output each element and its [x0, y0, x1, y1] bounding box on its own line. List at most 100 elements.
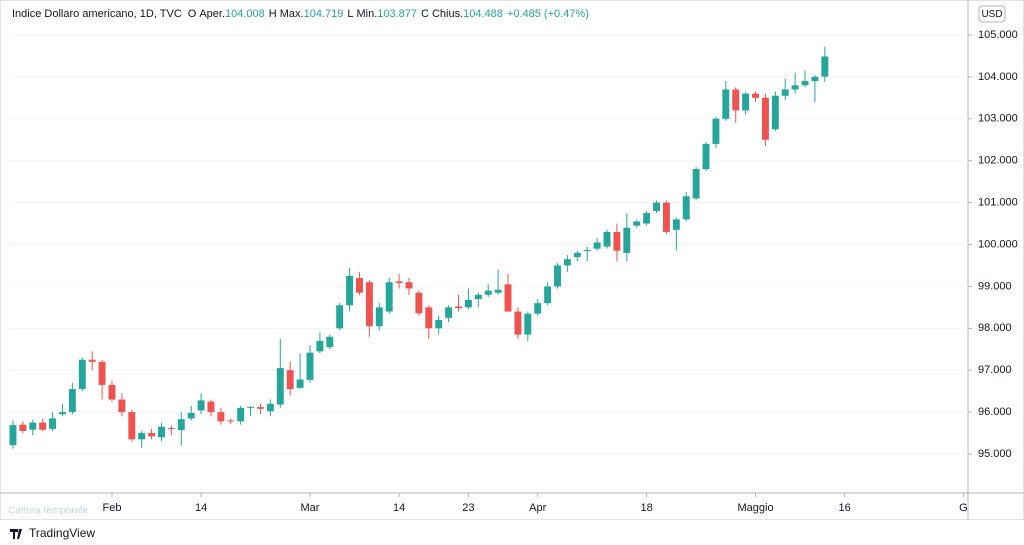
y-tick-label: 105.000 [978, 29, 1018, 41]
candle-body [672, 219, 680, 230]
candle-body [742, 93, 750, 111]
x-tick-label: 14 [195, 502, 207, 514]
y-tick-label: 97.000 [978, 364, 1012, 376]
candle-body [593, 242, 601, 249]
legend-label: Aper. [199, 8, 225, 20]
legend-label: Chius. [432, 8, 463, 20]
legend: Indice Dollaro americano, 1D, TVC O Aper. 1… [12, 8, 589, 20]
legend-label: Max. [280, 8, 304, 20]
y-tick-label: 95.000 [978, 448, 1012, 460]
legend-key: L [347, 8, 353, 20]
candle-body [524, 313, 532, 335]
candle-body [573, 252, 581, 258]
watermark: Cattura temporale [8, 506, 88, 517]
candle-body [801, 81, 809, 86]
x-tick-label: Maggio [737, 502, 773, 514]
candle-body [682, 196, 690, 220]
legend-change: +0.485 (+0.47%) [507, 8, 589, 20]
candle-body [722, 89, 730, 119]
candle-body [435, 319, 443, 329]
candle-body [247, 407, 255, 409]
candle-body [257, 407, 264, 409]
y-tick-label: 102.000 [978, 155, 1018, 167]
candle-body [108, 384, 116, 400]
candle-body [197, 400, 205, 411]
candle-body [98, 361, 106, 385]
candle-body [702, 143, 710, 170]
x-tick-label: 14 [393, 502, 405, 514]
x-tick-label: 18 [640, 502, 652, 514]
candle-body [732, 89, 740, 111]
candle-body [286, 370, 294, 390]
candle-body [59, 412, 66, 415]
candle-body [326, 336, 334, 348]
x-tick-label: Apr [529, 502, 546, 514]
y-tick-label: 100.000 [978, 238, 1018, 250]
candle-body [138, 433, 146, 440]
candle-body [39, 422, 47, 430]
x-tick-label: Mar [301, 502, 320, 514]
legend-key: C [421, 8, 429, 20]
candle-body [385, 282, 393, 312]
y-tick-label: 96.000 [978, 406, 1012, 418]
candle-body [29, 422, 37, 430]
y-tick-label: 98.000 [978, 322, 1012, 334]
candle-body [712, 118, 720, 144]
candle-body [346, 275, 354, 306]
candle-body [514, 311, 522, 335]
candle-body [455, 306, 462, 309]
candle-body [356, 278, 363, 293]
candle-body [88, 359, 96, 362]
candle-body [811, 76, 819, 82]
candle-body [118, 399, 126, 413]
candle-body [791, 85, 799, 90]
candle-body [128, 412, 136, 440]
x-tick-label: 16 [839, 502, 851, 514]
candle-body [158, 426, 165, 438]
candle-body [781, 89, 789, 96]
candle-body [415, 292, 423, 314]
candle-body [49, 418, 57, 429]
candle-body [692, 169, 700, 199]
legend-value: 104.008 [225, 8, 265, 20]
brand-logo [10, 529, 22, 539]
legend-symbol: Indice Dollaro americano, 1D, TVC [12, 8, 182, 20]
candle-body [316, 340, 324, 352]
candle-body [771, 95, 779, 130]
brand: TradingView [29, 526, 95, 540]
candle-body [752, 93, 759, 98]
candle-body [544, 286, 552, 304]
candle-body [821, 56, 829, 77]
candle-body [167, 428, 175, 430]
candle-body [504, 284, 512, 312]
legend-value: 103.877 [377, 8, 417, 20]
x-tick-label: G [959, 502, 968, 514]
candle-body [583, 249, 591, 251]
candle-body [237, 407, 245, 422]
candle-body [484, 290, 492, 295]
candle-body [68, 389, 76, 413]
currency-badge[interactable] [978, 5, 1006, 23]
legend-value: 104.488 [463, 8, 503, 20]
candle-body [613, 231, 621, 251]
candle-body [653, 202, 660, 211]
candle-body [464, 299, 472, 308]
candle-body [276, 368, 284, 405]
candle-body [554, 265, 561, 287]
candle-body [623, 227, 631, 253]
candle-body [405, 282, 413, 289]
candle-body [643, 213, 651, 224]
candle-body [563, 259, 571, 266]
candle-body [761, 97, 769, 140]
candle-body [306, 352, 314, 380]
y-tick-label: 99.000 [978, 280, 1012, 292]
legend-label: Min. [356, 8, 377, 20]
y-tick-label: 104.000 [978, 71, 1018, 83]
candle-body [534, 303, 542, 314]
candle-body [207, 401, 215, 413]
candle-body [78, 359, 86, 390]
candle-body [445, 307, 453, 318]
candle-body [266, 403, 274, 412]
candle-body [336, 305, 344, 329]
candle-body [217, 412, 225, 422]
